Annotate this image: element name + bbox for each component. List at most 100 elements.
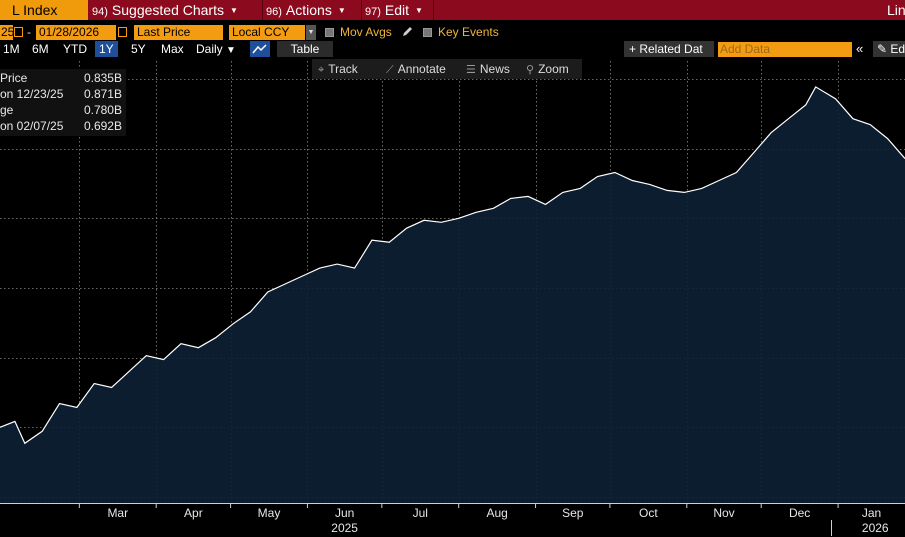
start-date-value: 25 bbox=[1, 25, 15, 39]
end-date-value: 01/28/2026 bbox=[39, 25, 100, 39]
price-line bbox=[0, 86, 905, 445]
security-index-label: L Index bbox=[12, 2, 58, 18]
mov-avgs-checkbox[interactable] bbox=[325, 28, 334, 37]
pencil-icon: ✎ bbox=[877, 42, 888, 56]
pencil-icon[interactable] bbox=[401, 26, 413, 38]
line-menu-label: Lin bbox=[887, 2, 905, 18]
chart-legend: Price 0.835B on 12/23/25 0.871B ge 0.780… bbox=[0, 69, 126, 136]
chart-type-button[interactable] bbox=[250, 41, 270, 57]
chevron-down-icon: ▼ bbox=[226, 45, 236, 56]
timeframe-max-button[interactable]: Max bbox=[161, 42, 184, 56]
interval-select[interactable]: Daily ▼ bbox=[196, 41, 236, 57]
chevron-down-icon[interactable]: ▼ bbox=[306, 25, 316, 40]
legend-value: 0.835B bbox=[83, 71, 122, 85]
menu-divider bbox=[262, 0, 263, 20]
annotate-icon: ⟋ bbox=[386, 64, 394, 76]
legend-value: 0.692B bbox=[83, 119, 122, 133]
x-tick-label: Jan bbox=[862, 506, 881, 520]
edit-menu[interactable]: 97) Edit ▼ bbox=[365, 0, 423, 20]
currency-select[interactable]: Local CCY bbox=[229, 25, 305, 40]
zoom-button[interactable]: ⚲ Zoom bbox=[526, 59, 569, 80]
x-tick-label: Aug bbox=[486, 506, 507, 520]
add-data-placeholder: Add Data bbox=[720, 42, 771, 56]
currency-value: Local CCY bbox=[232, 25, 290, 39]
double-chevron-left-icon[interactable]: « bbox=[856, 41, 864, 56]
actions-number: 96) bbox=[266, 6, 282, 18]
track-label: Track bbox=[328, 62, 358, 76]
year-label: 2026 bbox=[862, 521, 889, 535]
chevron-down-icon: ▼ bbox=[415, 6, 423, 15]
legend-label: ge bbox=[0, 103, 14, 117]
x-tick-label: Jul bbox=[413, 506, 428, 520]
x-tick-label: Oct bbox=[639, 506, 658, 520]
price-field-select[interactable]: Last Price bbox=[134, 25, 223, 40]
menu-bar: L Index 94) Suggested Charts ▼ 96) Actions ▼… bbox=[0, 0, 905, 20]
legend-label: on 12/23/25 bbox=[0, 87, 64, 101]
calendar-icon[interactable] bbox=[118, 27, 127, 37]
news-button[interactable]: ☰ News bbox=[466, 59, 510, 80]
edit-label: Edit bbox=[384, 2, 410, 18]
track-button[interactable]: ⌖ Track bbox=[318, 59, 358, 80]
suggested-charts-menu[interactable]: 94) Suggested Charts ▼ bbox=[92, 0, 238, 20]
legend-value: 0.780B bbox=[83, 103, 122, 117]
table-label: Table bbox=[290, 42, 320, 56]
security-index-tab[interactable]: L Index bbox=[0, 0, 88, 20]
magnifier-icon: ⚲ bbox=[526, 64, 535, 76]
suggested-charts-number: 94) bbox=[92, 6, 108, 18]
line-chart-icon bbox=[252, 44, 267, 54]
start-date-input[interactable]: 25 bbox=[0, 25, 15, 40]
x-tick-label: Dec bbox=[789, 506, 810, 520]
legend-row-average: ge 0.780B bbox=[0, 102, 126, 118]
related-data-label: + Related Dat bbox=[629, 42, 703, 56]
table-button[interactable]: Table bbox=[277, 41, 333, 57]
timeframe-1m-button[interactable]: 1M bbox=[3, 42, 20, 56]
legend-row-high: on 12/23/25 0.871B bbox=[0, 86, 126, 102]
chart-toolbar: ⌖ Track ⟋ Annotate ☰ News ⚲ Zoom bbox=[312, 59, 582, 79]
x-axis: Mar Apr May Jun Jul Aug Sep Oct Nov Dec Jan 2025 202… bbox=[0, 503, 905, 536]
date-range-dash: - bbox=[27, 25, 31, 39]
news-label: News bbox=[479, 62, 510, 76]
actions-label: Actions bbox=[285, 2, 332, 18]
menu-divider bbox=[433, 0, 434, 20]
zoom-label: Zoom bbox=[538, 62, 569, 76]
chart-edit-button[interactable]: ✎ Ed bbox=[873, 41, 905, 57]
legend-value: 0.871B bbox=[83, 87, 122, 101]
calendar-icon[interactable] bbox=[14, 27, 23, 37]
x-tick-label: Mar bbox=[107, 506, 128, 520]
news-icon: ☰ bbox=[466, 64, 476, 76]
x-tick-label: Apr bbox=[184, 506, 203, 520]
chevron-down-icon: ▼ bbox=[337, 6, 346, 15]
annotate-label: Annotate bbox=[397, 62, 446, 76]
mov-avgs-label: Mov Avgs bbox=[340, 25, 392, 39]
timeframe-5y-button[interactable]: 5Y bbox=[131, 42, 146, 56]
key-events-label: Key Events bbox=[438, 25, 499, 39]
related-data-button[interactable]: + Related Dat bbox=[624, 41, 714, 57]
menu-divider bbox=[361, 0, 362, 20]
timeframe-6m-button[interactable]: 6M bbox=[32, 42, 49, 56]
actions-menu[interactable]: 96) Actions ▼ bbox=[266, 0, 346, 20]
chart-edit-label: Ed bbox=[890, 42, 905, 56]
x-tick-label: May bbox=[258, 506, 281, 520]
legend-row-last-price: Price 0.835B bbox=[0, 70, 126, 86]
legend-label: on 02/07/25 bbox=[0, 119, 64, 133]
price-area bbox=[0, 86, 905, 504]
interval-label: Daily bbox=[196, 42, 223, 56]
price-field-value: Last Price bbox=[137, 25, 191, 39]
line-menu[interactable]: Lin bbox=[887, 0, 905, 20]
chevron-down-icon: ▼ bbox=[229, 6, 238, 15]
edit-number: 97) bbox=[365, 6, 381, 18]
timeframe-ytd-button[interactable]: YTD bbox=[63, 42, 87, 56]
end-date-input[interactable]: 01/28/2026 bbox=[36, 25, 116, 40]
legend-row-low: on 02/07/25 0.692B bbox=[0, 118, 126, 134]
annotate-button[interactable]: ⟋ Annotate bbox=[386, 59, 446, 80]
x-tick-label: Nov bbox=[713, 506, 734, 520]
timeframe-1y-button[interactable]: 1Y bbox=[95, 41, 118, 57]
legend-label: Price bbox=[0, 71, 28, 85]
x-tick-label: Jun bbox=[335, 506, 354, 520]
suggested-charts-label: Suggested Charts bbox=[111, 2, 224, 18]
key-events-checkbox[interactable] bbox=[423, 28, 432, 37]
add-data-input[interactable]: Add Data bbox=[718, 42, 852, 57]
year-label: 2025 bbox=[331, 521, 358, 535]
crosshair-icon: ⌖ bbox=[318, 64, 325, 76]
